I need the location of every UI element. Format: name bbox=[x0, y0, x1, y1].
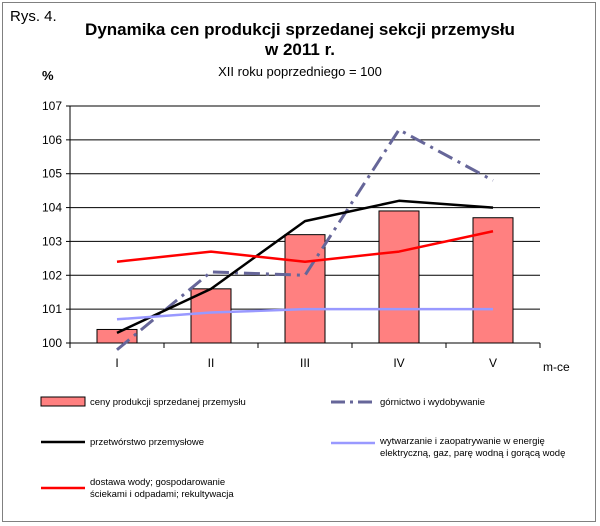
figure-label: Rys. 4. bbox=[10, 8, 57, 25]
legend-symbol-water bbox=[41, 486, 85, 490]
chart-subtitle: XII roku poprzedniego = 100 bbox=[218, 64, 382, 79]
y-tick-label-104: 104 bbox=[42, 201, 62, 215]
legend-label-bars: ceny produkcji sprzedanej przemysłu bbox=[90, 397, 246, 408]
legend-label-water-line2: ściekami i odpadami; rekultywacja bbox=[90, 489, 234, 500]
y-tick-label-101: 101 bbox=[42, 302, 62, 316]
y-axis-label: % bbox=[42, 68, 54, 83]
legend-label-energy-line1: wytwarzanie i zaopatrywanie w energię bbox=[380, 436, 545, 447]
legend-label-water-line1: dostawa wody; gospodarowanie bbox=[90, 477, 226, 488]
legend-label-mining: górnictwo i wydobywanie bbox=[380, 397, 486, 408]
legend-label-energy-line2: elektryczną, gaz, parę wodną i gorącą wo… bbox=[380, 448, 566, 459]
legend-symbol-bar bbox=[40, 396, 86, 407]
x-tick-label-III: III bbox=[300, 356, 310, 370]
line-layer bbox=[116, 128, 494, 351]
y-tick-label-100: 100 bbox=[42, 336, 62, 350]
y-tick-label-102: 102 bbox=[42, 268, 62, 282]
chart-title-line2: w 2011 r. bbox=[265, 40, 335, 59]
y-tick-label-107: 107 bbox=[42, 99, 62, 113]
bar-III bbox=[284, 234, 326, 344]
x-tick-label-V: V bbox=[489, 356, 497, 370]
x-tick-label-I: I bbox=[115, 356, 118, 370]
x-axis-label: m-ce bbox=[543, 360, 570, 374]
chart-title-line1: Dynamika cen produkcji sprzedanej sekcji… bbox=[85, 20, 515, 39]
bar-V bbox=[472, 217, 514, 344]
legend-symbol-mining bbox=[331, 400, 375, 404]
legend-label-manufacturing: przetwórstwo przemysłowe bbox=[90, 437, 205, 448]
legend-symbol-energy bbox=[331, 441, 375, 445]
bar-II bbox=[190, 288, 232, 344]
bar-layer bbox=[96, 210, 514, 344]
x-tick-label-IV: IV bbox=[393, 356, 404, 370]
bar-IV bbox=[378, 210, 420, 344]
legend-symbol-manufacturing bbox=[41, 440, 85, 444]
y-tick-label-106: 106 bbox=[42, 133, 62, 147]
series-line-gornictwo bbox=[116, 128, 494, 351]
y-tick-label-103: 103 bbox=[42, 234, 62, 248]
y-tick-label-105: 105 bbox=[42, 167, 62, 181]
x-tick-label-II: II bbox=[208, 356, 215, 370]
